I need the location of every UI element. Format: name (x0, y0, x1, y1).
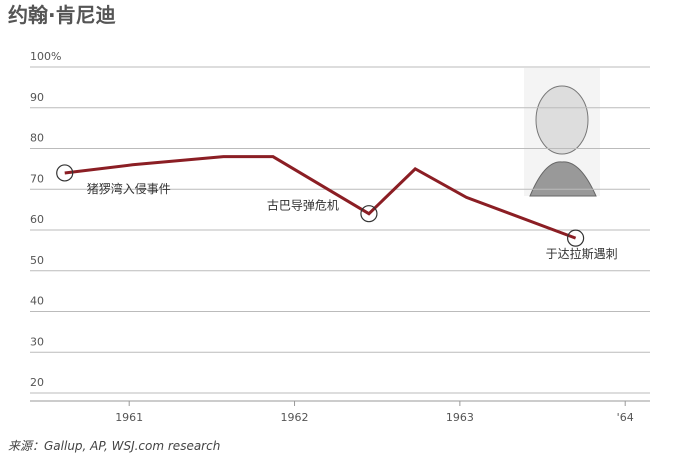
y-tick-label: 80 (30, 132, 44, 145)
portrait-head (535, 85, 589, 155)
portrait-body (529, 161, 597, 197)
y-tick-label: 70 (30, 172, 44, 185)
y-tick-label: 20 (30, 376, 44, 389)
y-tick-label: 90 (30, 91, 44, 104)
y-tick-label: 40 (30, 295, 44, 308)
line (64, 155, 577, 240)
annotation: 于达拉斯遇刺 (546, 246, 618, 261)
x-tick-label: 1961 (115, 411, 143, 424)
y-tick-label: 50 (30, 254, 44, 267)
y-tick-label: 100% (30, 50, 61, 63)
y-tick-label: 60 (30, 213, 44, 226)
chart-title: 约翰·肯尼迪 (8, 3, 116, 27)
portrait (524, 68, 600, 197)
annotation: 猪猡湾入侵事件 (87, 181, 171, 196)
annotation-marker (566, 229, 585, 247)
x-tick-label: 1963 (446, 411, 474, 424)
annotation-marker (360, 205, 378, 223)
y-tick-label: 30 (30, 335, 44, 348)
x-tick-label: '64 (617, 411, 634, 424)
annotation: 古巴导弹危机 (267, 198, 339, 213)
x-tick-label: 1962 (281, 411, 309, 424)
annotation-marker (56, 164, 74, 182)
source: 来源：Gallup, AP, WSJ.com research (8, 439, 220, 453)
